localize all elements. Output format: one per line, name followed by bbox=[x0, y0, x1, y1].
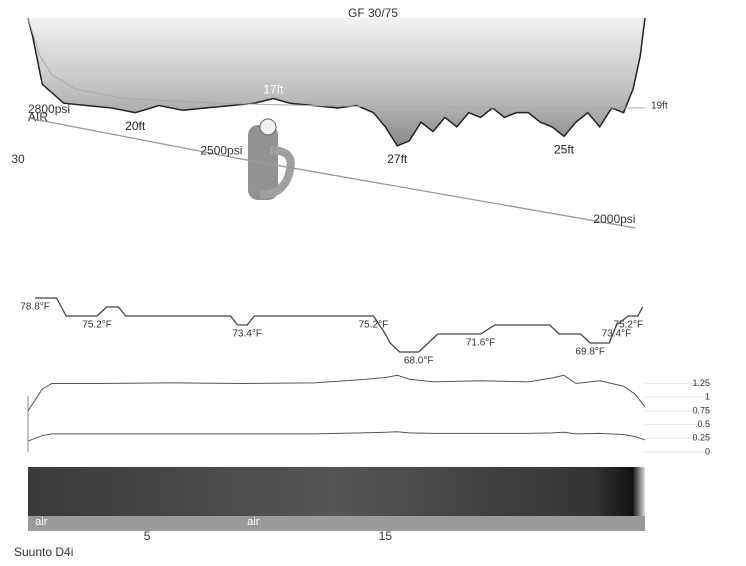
depth-label: 27ft bbox=[387, 152, 408, 166]
pp-tick-label: 1 bbox=[705, 392, 710, 402]
pp-tick-label: 0.5 bbox=[697, 419, 710, 429]
temperature-label: 75.2°F bbox=[359, 320, 389, 331]
mean-depth-label: 19ft bbox=[651, 101, 668, 112]
x-tick-label: 15 bbox=[379, 529, 393, 543]
mascot bbox=[248, 119, 291, 200]
pp-tick-label: 0 bbox=[705, 446, 710, 456]
y-tick-label: 30 bbox=[11, 152, 25, 166]
pp-tick-label: 0.25 bbox=[692, 433, 710, 443]
pp-line bbox=[28, 375, 645, 411]
pp-tick-label: 0.75 bbox=[692, 405, 710, 415]
dive-profile: GF 30/75 AIR Suunto D4i 20ft17ft27ft25ft… bbox=[0, 0, 746, 561]
pressure-label: 2800psi bbox=[28, 102, 70, 116]
dive-computer: Suunto D4i bbox=[14, 545, 73, 559]
temperature-label: 73.4°F bbox=[232, 329, 262, 340]
pressure-label: 2000psi bbox=[593, 212, 635, 226]
temperature-label: 75.2°F bbox=[614, 320, 644, 331]
temperature-line bbox=[35, 298, 642, 352]
pp-tick-label: 1.25 bbox=[692, 378, 710, 388]
pp-line bbox=[28, 432, 645, 441]
x-tick-label: 5 bbox=[144, 529, 151, 543]
gas-label: air bbox=[247, 516, 260, 528]
gas-label: air bbox=[35, 516, 48, 528]
depth-label: 25ft bbox=[554, 143, 575, 157]
temperature-label: 68.0°F bbox=[404, 356, 434, 367]
depth-label: 17ft bbox=[263, 83, 284, 97]
pressure-line bbox=[28, 118, 635, 228]
temperature-label: 71.6°F bbox=[466, 338, 496, 349]
heatmap bbox=[28, 467, 645, 516]
gas-bar bbox=[28, 516, 645, 531]
temperature-label: 78.8°F bbox=[20, 302, 50, 313]
temperature-label: 75.2°F bbox=[82, 320, 112, 331]
depth-label: 20ft bbox=[125, 119, 146, 133]
pressure-label: 2500psi bbox=[200, 143, 242, 157]
temperature-label: 69.8°F bbox=[575, 347, 605, 358]
